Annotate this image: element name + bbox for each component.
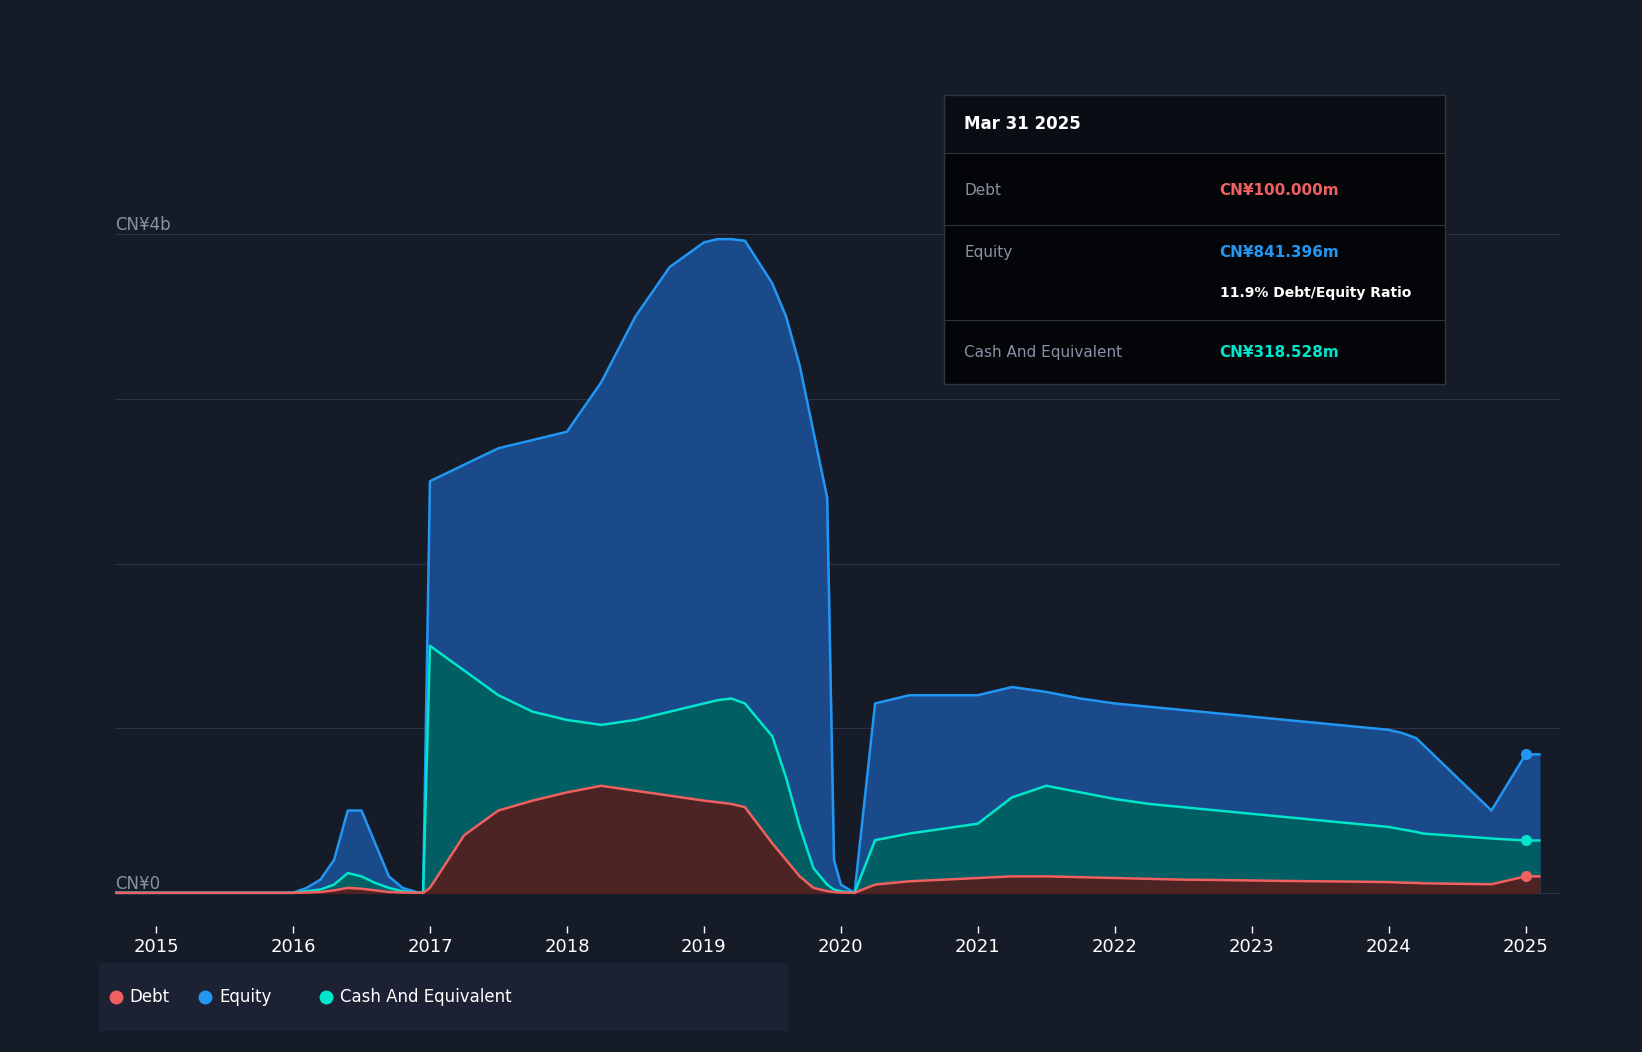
Text: Debt: Debt bbox=[964, 183, 1002, 198]
Text: Debt: Debt bbox=[130, 988, 169, 1006]
Bar bbox=[944, 95, 1445, 153]
Text: Mar 31 2025: Mar 31 2025 bbox=[964, 115, 1080, 133]
Text: Cash And Equivalent: Cash And Equivalent bbox=[964, 345, 1123, 360]
Text: CN¥318.528m: CN¥318.528m bbox=[1220, 345, 1340, 360]
Text: CN¥0: CN¥0 bbox=[115, 875, 159, 893]
Text: 11.9% Debt/Equity Ratio: 11.9% Debt/Equity Ratio bbox=[1220, 286, 1410, 300]
Text: CN¥841.396m: CN¥841.396m bbox=[1220, 245, 1340, 260]
Text: Equity: Equity bbox=[964, 245, 1013, 260]
Text: Equity: Equity bbox=[220, 988, 271, 1006]
Text: CN¥4b: CN¥4b bbox=[115, 216, 171, 235]
Text: Cash And Equivalent: Cash And Equivalent bbox=[340, 988, 512, 1006]
Text: CN¥100.000m: CN¥100.000m bbox=[1220, 183, 1340, 198]
